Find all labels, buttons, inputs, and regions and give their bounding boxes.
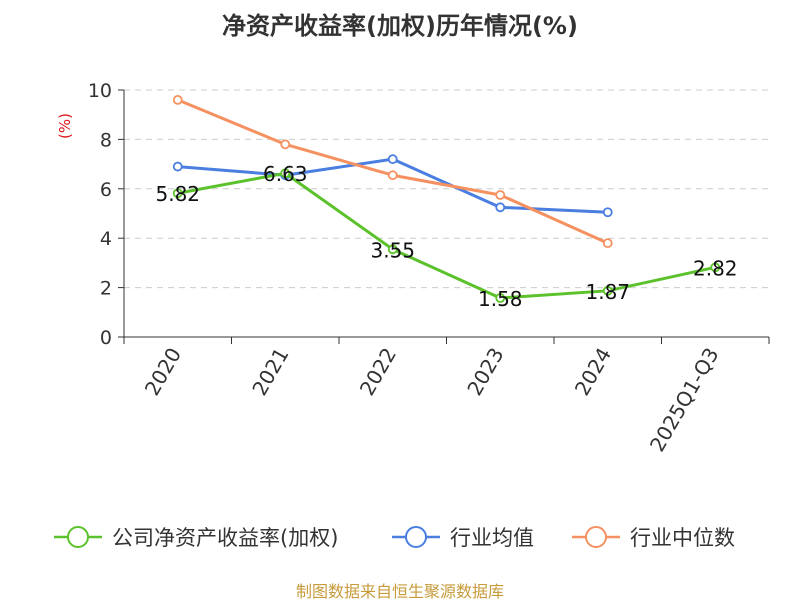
legend-label-2: 行业中位数: [630, 526, 735, 550]
data-label-2023: 1.58: [478, 287, 523, 311]
y-tick-label-4: 4: [100, 228, 112, 250]
y-tick-label-8: 8: [100, 129, 112, 151]
data-point-s0-2021: [280, 168, 291, 179]
data-point-s0-2024: [602, 285, 613, 296]
legend-marker-1: [405, 526, 427, 548]
data-point-s0-2025Q1-Q3: [710, 262, 721, 273]
grid-layer: [124, 89, 769, 289]
source-note: 制图数据来自恒生聚源数据库: [295, 582, 504, 601]
legend-marker-2: [585, 526, 607, 548]
data-label-2022: 3.55: [370, 238, 415, 262]
x-tick-label-2023: 2023: [462, 344, 508, 400]
y-tick-label-0: 0: [100, 327, 112, 349]
x-tick-label-2025Q1-Q3: 2025Q1-Q3: [645, 344, 724, 456]
data-label-2021: 6.63: [263, 162, 308, 186]
data-point-s1-2022: [387, 154, 398, 165]
data-point-s0-2022: [387, 244, 398, 255]
x-tick-label-2021: 2021: [247, 344, 293, 400]
data-point-s2-2024: [602, 238, 613, 249]
series-line-0: [177, 171, 716, 300]
data-label-2025Q1-Q3: 2.82: [693, 256, 738, 280]
data-point-s2-2022: [387, 170, 398, 181]
y-tick-label-6: 6: [100, 179, 112, 201]
axis-layer: 0 2 4 6 8 10 (%) 2020 2021 2022 2023 2024 2025Q1-Q3: [56, 80, 770, 456]
data-label-layer: 5.82 6.63 3.55 1.58 1.87 2.82: [155, 162, 737, 311]
legend: 公司净资产收益率(加权) 行业均值 行业中位数: [54, 526, 735, 550]
y-axis-label: (%): [56, 113, 74, 139]
legend-label-1: 行业均值: [450, 526, 534, 550]
data-point-s0-2023: [495, 293, 506, 303]
data-point-s1-2023: [495, 202, 506, 213]
y-tick-label-2: 2: [100, 278, 112, 300]
y-tick-label-10: 10: [88, 80, 112, 102]
series-layer: [172, 94, 721, 303]
x-tick-label-2022: 2022: [355, 344, 401, 400]
data-point-s2-2020: [172, 94, 183, 105]
data-point-s2-2023: [495, 190, 506, 200]
data-label-2024: 1.87: [585, 280, 630, 304]
data-point-s1-2024: [602, 207, 613, 218]
data-point-s0-2020: [172, 188, 183, 199]
data-label-2020: 5.82: [155, 182, 200, 206]
x-tick-label-2024: 2024: [570, 344, 616, 400]
data-point-s1-2020: [172, 161, 183, 172]
legend-marker-0: [67, 526, 89, 548]
chart-title: 净资产收益率(加权)历年情况(%): [222, 12, 578, 40]
data-point-s2-2021: [280, 139, 291, 150]
series-line-1: [177, 157, 608, 214]
x-tick-label-2020: 2020: [140, 344, 186, 400]
legend-label-0: 公司净资产收益率(加权): [112, 526, 338, 550]
